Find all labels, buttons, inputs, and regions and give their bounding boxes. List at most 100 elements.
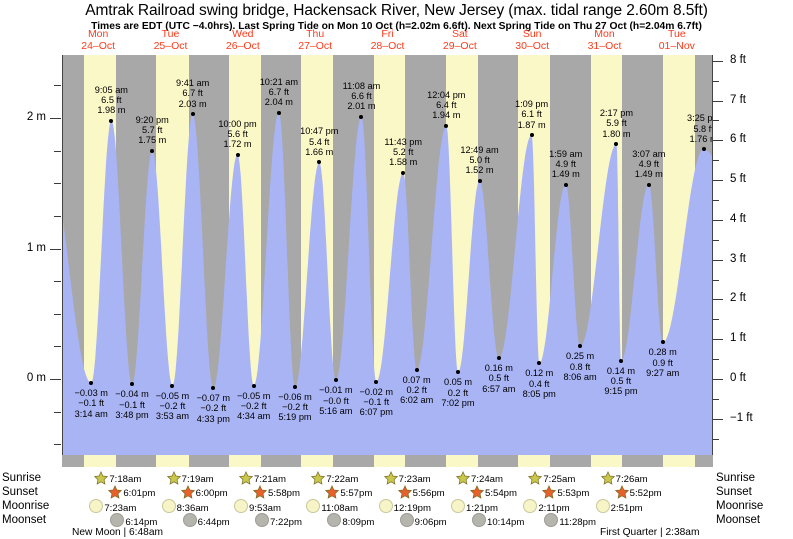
- day-weekday: Sun: [522, 28, 542, 40]
- high-tide-label-11-line-0: 1:59 am: [549, 148, 583, 159]
- high-tide-label-14: 3:25 pm5.8 ft1.76 m: [671, 113, 713, 144]
- right-tick: [713, 359, 719, 361]
- sunrise-time: 7:22am: [326, 474, 359, 485]
- low-tide-dot-13: [618, 358, 623, 363]
- sunrise-entry-3: 7:22am: [311, 471, 358, 488]
- row-label-right-moonrise: Moonrise: [716, 500, 764, 512]
- high-tide-label-2: 9:41 am 6.7 ft 2.03 m: [160, 78, 226, 109]
- high-tide-label-5-line-1: 5.4 ft: [309, 136, 330, 147]
- sunset-time: 5:52pm: [629, 488, 662, 499]
- high-tide-dot-4: [276, 110, 281, 115]
- tide-chart-plot: 9:05 am 6.5 ft 1.98 m 9:20 pm 5.7 ft 1.75 m 9:…: [62, 55, 713, 455]
- high-tide-label-6: 11:08 am 6.6 ft 2.01 m: [328, 81, 394, 112]
- left-tick: [50, 118, 61, 119]
- day-header-tue-1: Tue 25–Oct: [134, 28, 206, 52]
- high-tide-label-10: 1:09 pm 6.1 ft 1.87 m: [499, 99, 565, 130]
- low-tide-label-0-line-1: −0.1 ft: [78, 398, 105, 409]
- day-weekday: Fri: [381, 28, 394, 40]
- right-tick: [713, 140, 723, 142]
- low-tide-label-5-line-2: 5:19 pm: [278, 412, 312, 423]
- low-tide-label-5-line-0: −0.06 m: [278, 391, 312, 402]
- low-tide-label-10: 0.16 m 0.5 ft 6:57 am: [466, 363, 532, 394]
- moon-phase-0: New Moon | 6:48am: [72, 527, 163, 538]
- row-label-left-moonrise: Moonrise: [2, 500, 50, 512]
- low-tide-dot-3: [211, 386, 216, 391]
- star-icon: [252, 485, 268, 502]
- sunrise-time: 7:26am: [615, 474, 648, 485]
- star-icon: [600, 471, 615, 488]
- right-tick: [713, 219, 723, 221]
- high-tide-label-4-line-1: 6.7 ft: [268, 87, 290, 98]
- sunset-time: 5:56pm: [412, 488, 445, 499]
- moonrise-time: 1:21pm: [466, 503, 498, 514]
- right-axis-label-5: 3 ft: [730, 252, 746, 265]
- low-tide-label-6: −0.01 m −0.0 ft 5:16 am: [303, 385, 369, 416]
- high-tide-label-14-line-2: 1.76 m: [689, 133, 713, 144]
- high-tide-dot-11: [563, 182, 568, 187]
- sunrise-time: 7:19am: [181, 474, 214, 485]
- low-tide-label-2-line-2: 3:53 am: [155, 411, 190, 422]
- day-header-thu-3: Thu 27–Oct: [279, 28, 351, 52]
- low-tide-label-12-line-2: 8:06 am: [563, 371, 597, 382]
- left-tick: [54, 85, 61, 87]
- right-axis-label-1: 7 ft: [730, 93, 746, 106]
- high-tide-label-10-line-0: 1:09 pm: [515, 98, 549, 109]
- moon-phase-time: 2:38am: [665, 527, 700, 538]
- high-tide-label-11-line-2: 1.49 m: [551, 169, 580, 180]
- moon-disc-icon: [161, 499, 176, 513]
- moonset-entry-2: 7:22pm: [255, 513, 302, 528]
- left-axis-label-1: 1 m: [26, 241, 46, 254]
- day-weekday: Tue: [161, 28, 180, 40]
- high-tide-label-7-line-1: 5.2 ft: [392, 147, 414, 158]
- moon-phase-name: New Moon: [72, 527, 121, 538]
- low-tide-dot-4: [251, 383, 256, 388]
- moon-disc-icon: [451, 499, 465, 513]
- sunset-entry-7: 5:52pm: [614, 485, 662, 502]
- moonset-entry-0: 6:14pm: [110, 513, 157, 528]
- high-tide-label-14-line-0: 3:25 pm: [686, 113, 713, 124]
- low-tide-label-1-line-2: 3:48 pm: [115, 409, 149, 420]
- high-tide-label-10-line-2: 1.87 m: [517, 119, 546, 130]
- low-tide-label-4-line-0: −0.05 m: [236, 390, 271, 401]
- sunset-time: 5:53pm: [557, 488, 590, 499]
- left-tick: [54, 313, 61, 315]
- high-tide-dot-10: [529, 132, 534, 137]
- low-tide-label-14: 0.28 m 0.9 ft 9:27 am: [630, 347, 696, 378]
- moonrise-entry-3: 11:08am: [306, 499, 358, 514]
- star-icon: [614, 485, 629, 502]
- high-tide-label-8-line-1: 6.4 ft: [436, 100, 457, 111]
- moon-disc-icon: [110, 513, 125, 527]
- day-header-sun-6: Sun 30–Oct: [496, 28, 568, 52]
- high-tide-label-0: 9:05 am 6.5 ft 1.98 m: [78, 85, 144, 116]
- high-tide-label-1-line-2: 1.75 m: [138, 135, 167, 146]
- moonrise-time: 8:36am: [176, 503, 209, 514]
- moonrise-time: 11:08am: [321, 503, 358, 514]
- sunrise-entry-6: 7:25am: [528, 471, 575, 488]
- moon-disc-icon: [234, 499, 248, 513]
- high-tide-label-2-line-1: 6.7 ft: [182, 88, 203, 99]
- left-tick: [54, 444, 61, 446]
- high-tide-label-7-line-2: 1.58 m: [389, 157, 418, 168]
- low-tide-label-3-line-1: −0.2 ft: [200, 403, 227, 414]
- moonrise-entry-4: 12:19pm: [378, 499, 431, 514]
- high-tide-label-6-line-1: 6.6 ft: [351, 90, 372, 101]
- high-tide-label-5-line-0: 10:47 pm: [300, 126, 339, 137]
- low-tide-label-7-line-1: −0.1 ft: [363, 396, 390, 407]
- star-icon: [528, 471, 543, 488]
- day-date: 30–Oct: [515, 40, 550, 52]
- low-tide-label-13: 0.14 m 0.5 ft 9:15 pm: [588, 366, 654, 397]
- low-tide-label-6-line-1: −0.0 ft: [322, 395, 349, 406]
- day-header-mon-0: Mon 24–Oct: [62, 28, 134, 52]
- day-date: 25–Oct: [153, 40, 188, 52]
- right-tick: [713, 279, 719, 281]
- high-tide-label-11: 1:59 am 4.9 ft 1.49 m: [533, 149, 599, 180]
- sunset-time: 5:54pm: [485, 488, 517, 499]
- low-tide-label-3: −0.07 m −0.2 ft 4:33 pm: [180, 393, 246, 424]
- row-label-left-sunrise: Sunrise: [2, 472, 41, 484]
- low-tide-dot-14: [660, 340, 665, 345]
- day-weekday: Mon: [87, 28, 109, 40]
- high-tide-label-1-line-1: 5.7 ft: [142, 124, 163, 135]
- moonset-time: 7:22pm: [270, 517, 302, 528]
- right-tick: [713, 398, 719, 400]
- high-tide-label-3: 10:00 pm 5.6 ft 1.72 m: [205, 119, 271, 150]
